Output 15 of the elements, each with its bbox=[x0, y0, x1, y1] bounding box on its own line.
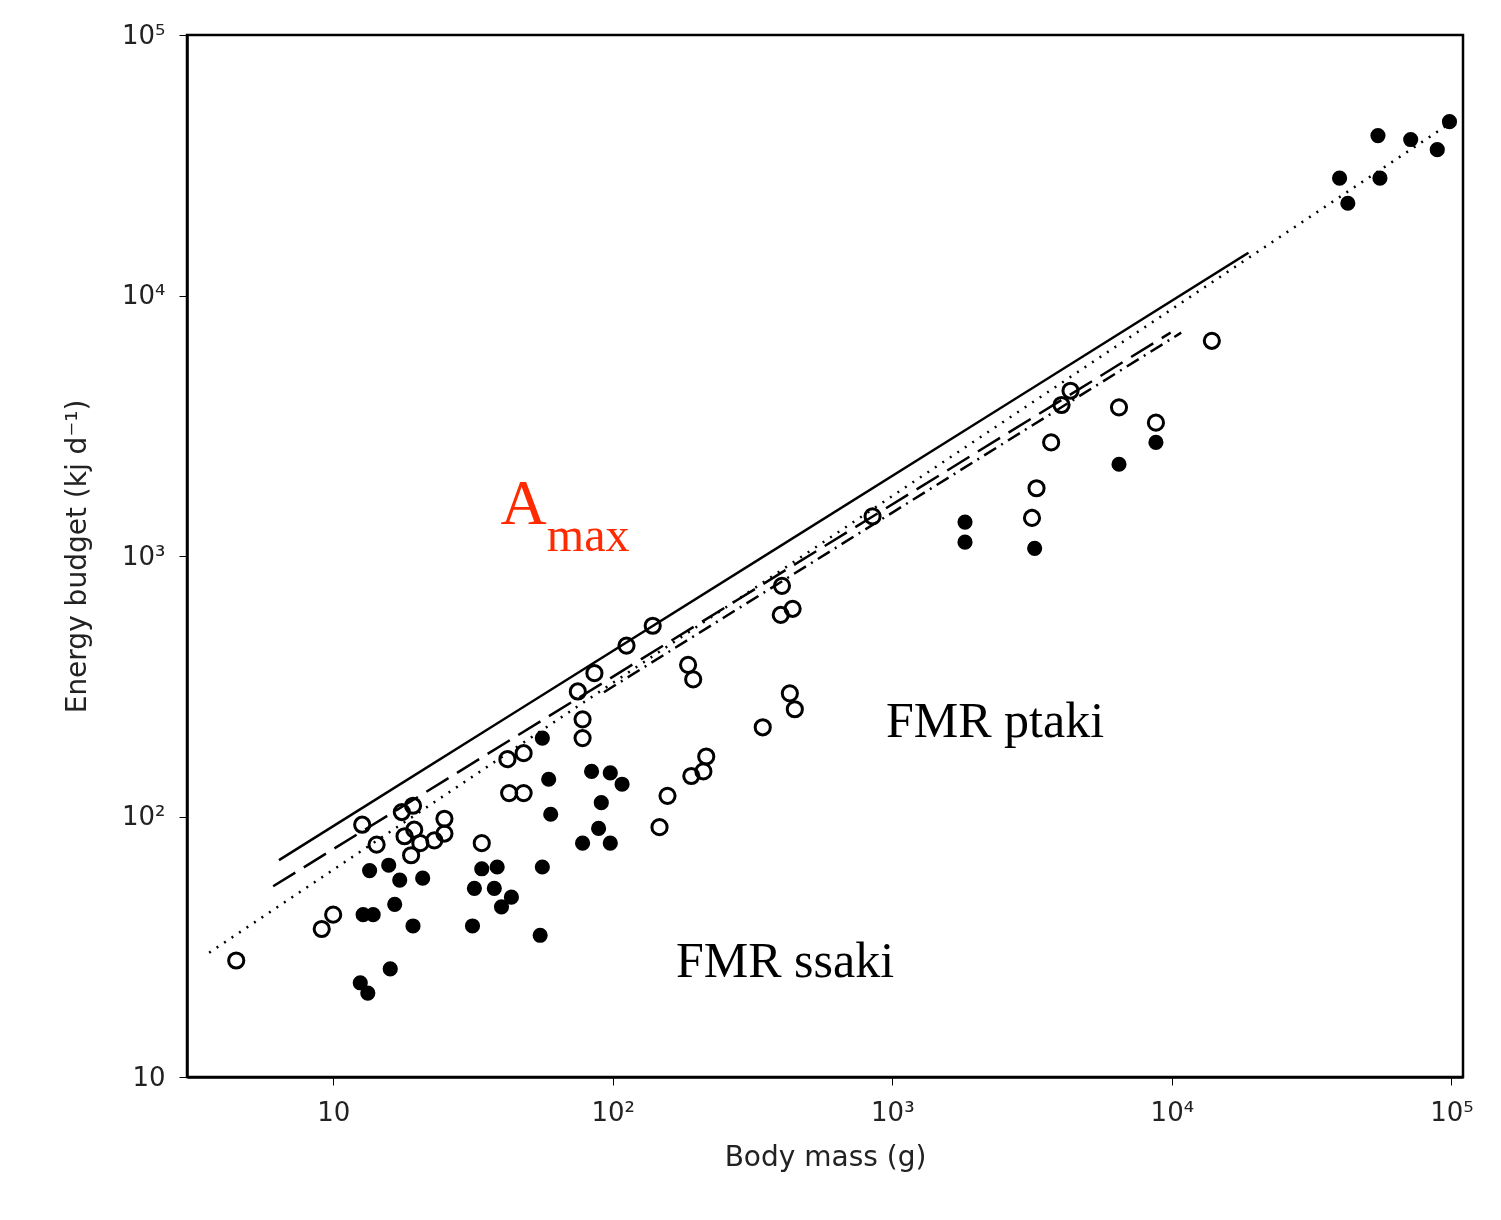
y-tick-label: 10⁴ bbox=[121, 280, 166, 310]
x-tick-label: 10 bbox=[317, 1096, 351, 1127]
y-tick-label: 10³ bbox=[121, 540, 166, 571]
x-tick-label: 10⁵ bbox=[1430, 1096, 1474, 1127]
annotation: FMR ssaki bbox=[675, 932, 895, 988]
y-tick-label: 10² bbox=[121, 801, 166, 831]
y-tick-label: 10 bbox=[132, 1061, 166, 1092]
y-axis-title: Energy budget (kj d⁻¹) bbox=[59, 399, 93, 714]
annotation: A$_{max}$ bbox=[500, 467, 630, 561]
annotation: FMR ptaki bbox=[885, 692, 1105, 748]
x-axis-title: Body mass (g) bbox=[724, 1139, 927, 1173]
y-tick-label: 10⁵ bbox=[121, 19, 166, 50]
x-tick-label: 10² bbox=[591, 1096, 635, 1127]
x-tick-label: 10³ bbox=[871, 1096, 915, 1127]
x-tick-label: 10⁴ bbox=[1150, 1096, 1195, 1127]
